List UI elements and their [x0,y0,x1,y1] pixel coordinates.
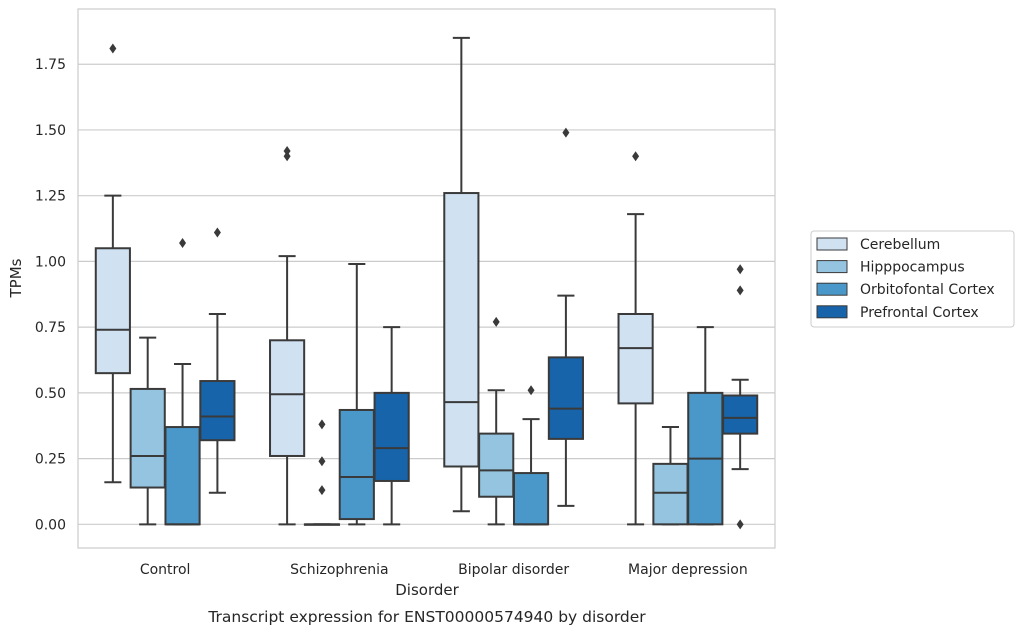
outlier-point [736,264,744,275]
box-group [338,263,375,526]
outlier-point [283,145,291,156]
box [94,247,131,375]
box-group [512,385,550,526]
outlier-point [492,316,500,327]
box-group [269,145,306,526]
box-layer [94,36,759,530]
y-tick-label: 1.00 [35,254,66,270]
legend-swatch [816,260,848,274]
box-group [129,336,166,526]
outlier-point [213,227,221,238]
outlier-point [109,43,117,54]
box-group [617,151,654,526]
legend-frame [810,230,1015,328]
x-tick-label: Schizophrenia [290,562,388,578]
legend-swatch [816,237,848,251]
box [617,312,654,405]
box [199,380,236,442]
box-group [199,227,236,494]
legend: Cerebellum Hipppocampus Orbitofontal Corte… [810,230,1015,328]
box [129,387,166,489]
x-tick-label: Major depression [628,562,748,578]
x-axis-label: Disorder [395,581,459,599]
box-group [478,316,515,526]
outlier-point [632,151,640,162]
box-group [303,419,341,526]
box [478,432,515,498]
box [164,426,201,526]
box-group [547,127,584,507]
box [338,408,375,521]
outlier-point [179,238,187,249]
y-tick-label: 1.50 [35,123,66,139]
outlier-point [318,485,326,496]
outlier-point [562,127,570,138]
x-tick-label: Control [140,562,191,578]
legend-swatch [816,305,848,319]
box [722,394,759,435]
y-tick-label: 0.75 [35,320,66,336]
legend-label: Prefrontal Cortex [860,305,979,321]
box-group [94,43,131,484]
legend-label: Cerebellum [860,237,940,253]
box [652,462,689,526]
legend-swatch [816,282,848,296]
y-tick-label: 1.25 [35,189,66,205]
y-tick-labels: 0.00 0.25 0.50 0.75 1.00 1.25 1.50 1.75 [35,57,66,533]
legend-label: Hipppocampus [860,260,965,276]
box-group [373,326,410,526]
box-group [722,264,759,530]
y-tick-label: 0.50 [35,386,66,402]
outlier-point [736,285,744,296]
box-group [687,326,724,526]
x-tick-label: Bipolar disorder [458,562,569,578]
y-axis-label: TPMs [7,258,25,298]
box-group [164,238,201,526]
box [443,192,480,468]
box [373,391,410,482]
y-tick-label: 0.00 [35,517,66,533]
outlier-point [736,519,744,530]
legend-items: Cerebellum Hipppocampus Orbitofontal Corte… [816,237,995,321]
box [269,339,306,457]
outlier-point [318,456,326,467]
box-group [652,426,689,526]
y-tick-label: 0.25 [35,452,66,468]
plot-frame [77,8,776,549]
box [512,472,550,526]
chart-caption: Transcript expression for ENST0000057494… [207,608,646,626]
box [547,356,584,440]
outlier-point [318,419,326,430]
outlier-point [283,151,291,162]
y-tick-label: 1.75 [35,57,66,73]
outlier-point [527,385,535,396]
x-tick-labels: Control Schizophrenia Bipolar disorder Majo… [140,562,748,578]
box-group [443,36,480,513]
legend-label: Orbitofontal Cortex [860,282,995,298]
